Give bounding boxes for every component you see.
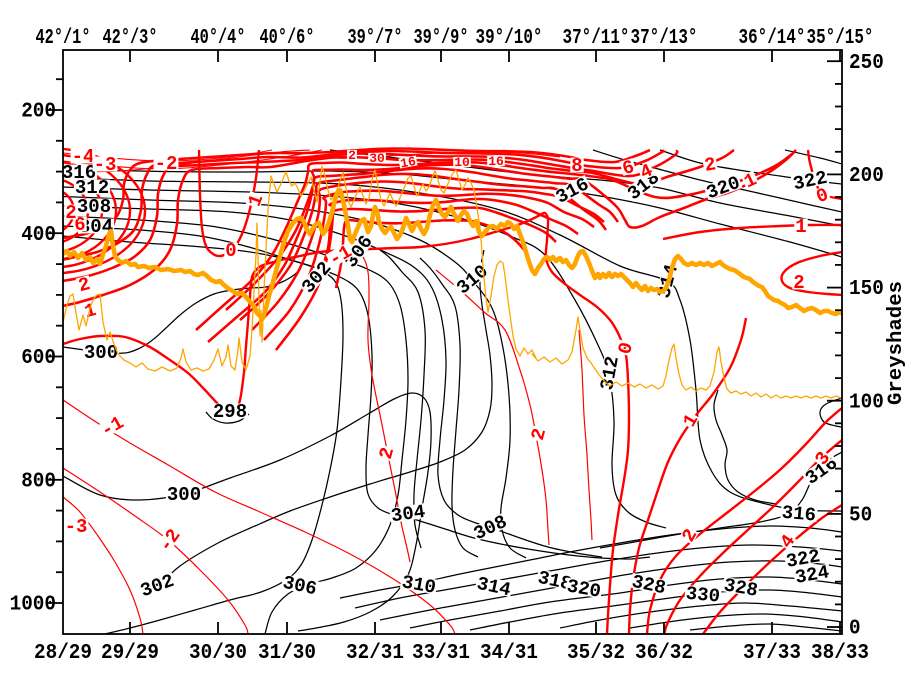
svg-text:30: 30 xyxy=(369,151,385,166)
svg-text:600: 600 xyxy=(21,347,56,370)
svg-text:304: 304 xyxy=(79,216,113,238)
svg-text:39°/9°: 39°/9° xyxy=(414,27,469,50)
svg-text:800: 800 xyxy=(21,470,56,493)
svg-text:42°/1°: 42°/1° xyxy=(36,27,91,50)
svg-text:1: 1 xyxy=(82,299,99,323)
svg-text:312: 312 xyxy=(75,177,109,199)
svg-text:0: 0 xyxy=(225,240,236,262)
svg-text:2: 2 xyxy=(76,273,93,297)
svg-text:39°/10°: 39°/10° xyxy=(476,27,543,50)
svg-text:40°/4°: 40°/4° xyxy=(191,27,246,50)
svg-text:2: 2 xyxy=(65,202,76,224)
svg-text:42°/3°: 42°/3° xyxy=(103,27,158,50)
svg-text:34/31: 34/31 xyxy=(480,642,538,665)
svg-text:37°/11°: 37°/11° xyxy=(563,27,630,50)
svg-text:1: 1 xyxy=(795,216,806,238)
svg-text:-3: -3 xyxy=(65,516,88,538)
svg-text:300: 300 xyxy=(84,342,118,364)
svg-text:298: 298 xyxy=(213,401,247,423)
svg-text:16: 16 xyxy=(488,154,504,169)
svg-text:0: 0 xyxy=(614,340,638,357)
svg-text:316: 316 xyxy=(62,162,96,184)
svg-text:0: 0 xyxy=(849,618,861,641)
svg-text:16: 16 xyxy=(399,154,417,172)
svg-text:8: 8 xyxy=(571,155,582,177)
svg-text:40°/6°: 40°/6° xyxy=(260,27,315,50)
svg-text:2: 2 xyxy=(375,445,399,462)
svg-text:316: 316 xyxy=(781,502,817,527)
svg-text:150: 150 xyxy=(849,278,884,301)
svg-text:33/31: 33/31 xyxy=(412,642,470,665)
svg-text:35°/15°: 35°/15° xyxy=(807,27,874,50)
svg-text:31/30: 31/30 xyxy=(258,642,316,665)
svg-text:37°/13°: 37°/13° xyxy=(631,27,698,50)
svg-text:2: 2 xyxy=(527,426,551,443)
svg-text:330: 330 xyxy=(685,583,721,608)
svg-text:200: 200 xyxy=(21,101,56,124)
svg-text:-4: -4 xyxy=(72,146,95,168)
svg-text:50: 50 xyxy=(849,505,872,528)
svg-text:30/30: 30/30 xyxy=(189,642,247,665)
svg-text:2: 2 xyxy=(703,153,718,177)
svg-text:32/31: 32/31 xyxy=(346,642,404,665)
svg-text:304: 304 xyxy=(390,501,427,528)
svg-text:300: 300 xyxy=(167,484,201,506)
svg-text:10: 10 xyxy=(454,155,470,170)
svg-text:28/29: 28/29 xyxy=(34,642,92,665)
svg-text:400: 400 xyxy=(21,224,56,247)
svg-text:-2: -2 xyxy=(155,153,178,175)
svg-text:2: 2 xyxy=(793,272,804,294)
svg-text:6: 6 xyxy=(620,156,637,180)
svg-text:250: 250 xyxy=(849,52,884,75)
svg-text:2: 2 xyxy=(348,148,356,163)
svg-text:36/32: 36/32 xyxy=(635,642,693,665)
svg-text:Greyshades: Greyshades xyxy=(885,281,908,405)
svg-text:35/32: 35/32 xyxy=(567,642,625,665)
svg-text:1000: 1000 xyxy=(10,594,56,617)
svg-text:39°/7°: 39°/7° xyxy=(348,27,403,50)
svg-text:37/33: 37/33 xyxy=(743,642,801,665)
svg-text:308: 308 xyxy=(77,196,111,218)
svg-text:6: 6 xyxy=(74,214,85,236)
svg-text:38/33: 38/33 xyxy=(811,642,869,665)
svg-text:-3: -3 xyxy=(94,154,117,176)
svg-text:36°/14°: 36°/14° xyxy=(739,27,806,50)
svg-text:29/29: 29/29 xyxy=(101,642,159,665)
svg-text:100: 100 xyxy=(849,391,884,414)
svg-text:200: 200 xyxy=(849,165,884,188)
